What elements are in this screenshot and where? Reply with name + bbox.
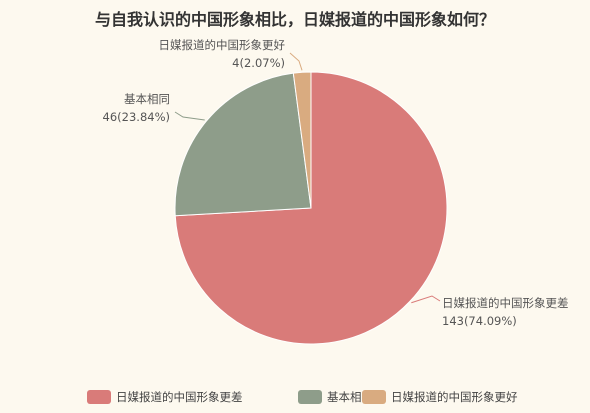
slice-label-value: 46(23.84%) [103, 110, 170, 124]
legend-swatch[interactable] [298, 390, 322, 404]
legend-swatch[interactable] [87, 390, 111, 404]
slice-label-value: 4(2.07%) [232, 56, 285, 70]
pie-slice[interactable] [292, 71, 312, 209]
label-connector [289, 52, 303, 71]
legend-label[interactable]: 日媒报道的中国形象更差 [116, 390, 243, 404]
legend-swatch[interactable] [362, 390, 386, 404]
slice-label-name: 日媒报道的中国形象更差 [442, 296, 569, 310]
legend-label[interactable]: 日媒报道的中国形象更好 [391, 390, 518, 404]
label-connector [174, 111, 205, 121]
slice-label-name: 基本相同 [124, 92, 170, 106]
pie-slice[interactable] [174, 72, 312, 217]
chart-title: 与自我认识的中国形象相比，日媒报道的中国形象如何？ [94, 10, 495, 29]
label-connector [411, 295, 441, 304]
slice-label-name: 日媒报道的中国形象更好 [159, 38, 286, 52]
slice-label-value: 143(74.09%) [442, 314, 517, 328]
legend-label[interactable]: 基本相同 [327, 390, 373, 404]
